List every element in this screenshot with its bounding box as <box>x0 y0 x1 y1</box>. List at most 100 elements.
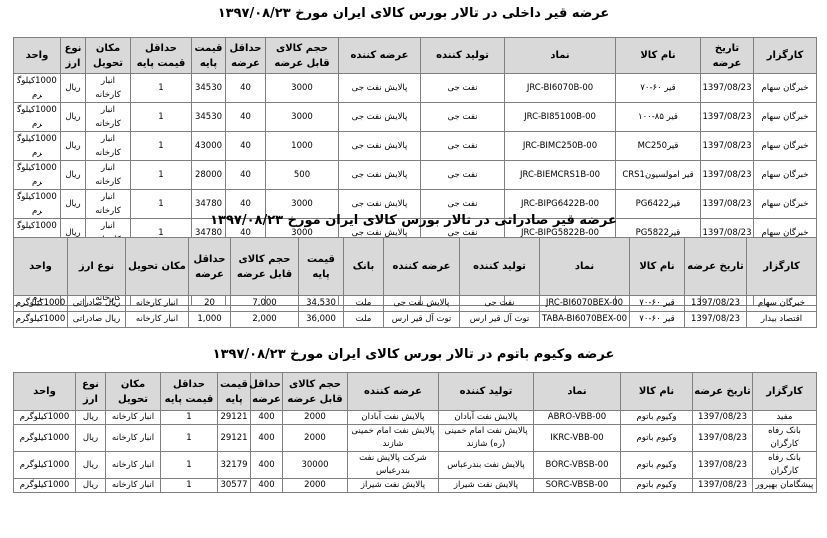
column-header: نوع ارز <box>67 237 126 296</box>
table-cell: قیر ۶۰-۷۰ <box>629 311 685 328</box>
column-header: حداقل عرضه <box>249 372 283 411</box>
table-cell: 1 <box>130 102 192 132</box>
table-row: خبرگان سهام 1397/08/23 قیر ۶۰-۷۰ JRC-BI6070… <box>13 73 817 103</box>
table-cell: پالایش نفت آبادان <box>347 410 439 425</box>
table-cell: 1 <box>130 160 192 190</box>
column-header: کارگزار <box>752 372 817 411</box>
table-cell: پالایش نفت آبادان <box>438 410 534 425</box>
table-cell: 40 <box>225 160 266 190</box>
table-cell: 1000کیلوگرم <box>13 73 61 103</box>
table-row: بانک رفاه کارگران 1397/08/23 وکیوم باتوم IK… <box>13 424 817 452</box>
table-row: اقتصاد بیدار 1397/08/23 قیر ۶۰-۷۰ TABA-BI60… <box>13 311 817 328</box>
table-cell: شرکت پالایش نفت بندرعباس <box>347 451 439 479</box>
column-header: حداقل قیمت پایه <box>160 372 218 411</box>
table-cell: 1397/08/23 <box>692 410 753 425</box>
table-cell: توت آل قیر ارس <box>459 311 540 328</box>
table-cell: ملت <box>343 311 384 328</box>
table-cell: 34,530 <box>298 295 344 312</box>
table-cell: 34780 <box>191 189 226 219</box>
column-header: حجم کالای قابل عرضه <box>265 37 339 74</box>
table-cell: خبرگان سهام <box>753 73 817 103</box>
table-cell: 1 <box>160 451 218 479</box>
table-cell: خبرگان سهام <box>753 131 817 161</box>
table-cell: پالایش نفت جی <box>338 131 421 161</box>
table-cell: 1397/08/23 <box>700 189 754 219</box>
table-cell: ریال <box>60 73 86 103</box>
table-cell: انبار کارخانه <box>105 478 161 493</box>
table-cell: 400 <box>250 451 283 479</box>
column-header: تاریخ عرضه <box>700 37 754 74</box>
table-cell: IKRC-VBB-00 <box>533 424 621 452</box>
column-header: نماد <box>539 237 630 296</box>
table-cell: 1 <box>160 478 218 493</box>
table-cell: ریال <box>75 451 106 479</box>
table-cell: 1397/08/23 <box>700 102 754 132</box>
table-cell: 1000کیلوگرم <box>13 102 61 132</box>
table-cell: 1000کیلوگرم <box>13 451 76 479</box>
table-row: خبرگان سهام 1397/08/23 قیر ۸۵-۱۰۰ JRC-BI851… <box>13 102 817 132</box>
table-cell: 1000کیلوگرم <box>13 295 68 312</box>
table-cell: TABA-BI6070BEX-00 <box>539 311 630 328</box>
table-cell: JRC-BIPG6422B-00 <box>504 189 616 219</box>
table-cell: 1397/08/23 <box>700 160 754 190</box>
column-header: واحد <box>13 237 68 296</box>
table-cell: JRC-BI85100B-00 <box>504 102 616 132</box>
table-cell: 40 <box>225 73 266 103</box>
column-header: واحد <box>13 37 61 74</box>
table-cell: پالایش نفت شیراز <box>438 478 534 493</box>
table-cell: بانک رفاه کارگران <box>752 451 817 479</box>
column-header: تولید کننده <box>438 372 534 411</box>
table-cell: 1397/08/23 <box>692 451 753 479</box>
table-cell: وکیوم باتوم <box>620 410 693 425</box>
column-header: عرضه کننده <box>383 237 460 296</box>
section-title-vacuum-bottom: عرضه وکیوم باتوم در تالار بورس کالای ایر… <box>212 347 615 362</box>
column-header: عرضه کننده <box>338 37 421 74</box>
table-cell: انبار کارخانه <box>105 410 161 425</box>
table-cell: انبار کارخانه <box>85 102 131 132</box>
table-cell: 1397/08/23 <box>684 311 747 328</box>
table-cell: 1397/08/23 <box>700 73 754 103</box>
table-row: بانک رفاه کارگران 1397/08/23 وکیوم باتوم BO… <box>13 451 817 479</box>
table-cell: ریال <box>60 131 86 161</box>
table-cell: 400 <box>250 478 283 493</box>
table-cell: ریال <box>75 424 106 452</box>
table-cell: توت آل قیر ارس <box>383 311 460 328</box>
table-cell: قیر ۸۵-۱۰۰ <box>615 102 701 132</box>
table-cell: ABRO-VBB-00 <box>533 410 621 425</box>
column-header: قیمت پایه <box>217 372 251 411</box>
table-cell: 3000 <box>265 73 339 103</box>
table-cell: 30000 <box>282 451 348 479</box>
table-cell: پالایش نفت شیراز <box>347 478 439 493</box>
column-header: حداقل عرضه <box>225 37 266 74</box>
table-cell: خبرگان سهام <box>753 189 817 219</box>
table-cell: انبار کارخانه <box>105 424 161 452</box>
section-title-domestic-bitumen: عرضه قیر داخلی در تالار بورس کالای ایران… <box>217 6 610 21</box>
table-cell: نفت جی <box>420 160 505 190</box>
column-header: نوع ارز <box>75 372 106 411</box>
table-cell: 43000 <box>191 131 226 161</box>
table-cell: وکیوم باتوم <box>620 478 693 493</box>
column-header: بانک <box>343 237 384 296</box>
table-cell: پالایش نفت جی <box>338 102 421 132</box>
table-cell: انبار کارخانه <box>125 295 189 312</box>
table-cell: JRC-BIEMCRS1B-00 <box>504 160 616 190</box>
table-cell: بانک رفاه کارگران <box>752 424 817 452</box>
header-row: کارگزار تاریخ عرضه نام کالا نماد تولید کننده… <box>13 372 817 411</box>
table-cell: 2000 <box>282 424 348 452</box>
table-cell: 32179 <box>217 451 251 479</box>
table-cell: 1 <box>160 410 218 425</box>
column-header: نام کالا <box>629 237 685 296</box>
table-cell: 2000 <box>282 478 348 493</box>
table-cell: 1397/08/23 <box>700 131 754 161</box>
table-cell: 400 <box>250 410 283 425</box>
table-cell: پالایش نفت جی <box>383 295 460 312</box>
table-cell: 1 <box>160 424 218 452</box>
export-bitumen-table: کارگزار تاریخ عرضه نام کالا نماد تولید کننده… <box>13 237 817 328</box>
table-cell: 1,000 <box>188 311 231 328</box>
table-cell: 1397/08/23 <box>692 478 753 493</box>
table-cell: پالایش نفت جی <box>338 160 421 190</box>
table-cell: پیشگامان بهپرور <box>752 478 817 493</box>
table-cell: 1000کیلوگرم <box>13 131 61 161</box>
column-header: تولید کننده <box>459 237 540 296</box>
table-cell: JRC-BIMC250B-00 <box>504 131 616 161</box>
